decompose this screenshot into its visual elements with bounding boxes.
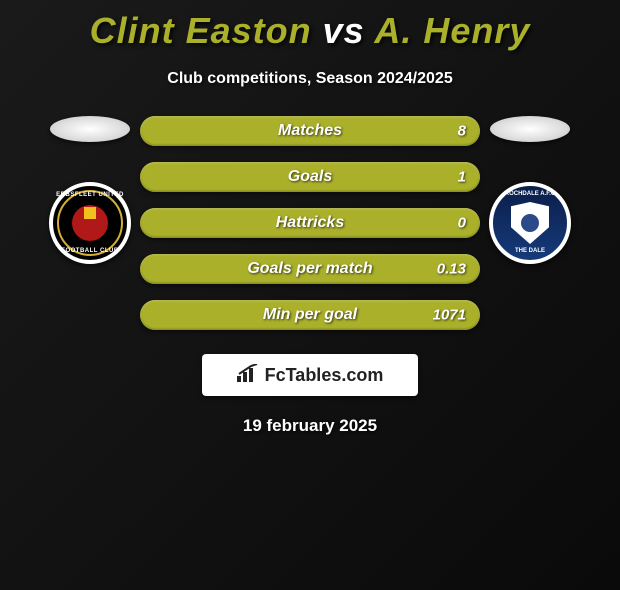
- stat-label: Matches: [140, 122, 480, 140]
- right-club-text-top: ROCHDALE A.F.C: [493, 191, 567, 197]
- stat-value: 1: [458, 169, 466, 186]
- left-player-column: EBBSFLEET UNITED FOOTBALL CLUB: [40, 116, 140, 264]
- stat-value: 8: [458, 123, 466, 140]
- left-club-text-top: EBBSFLEET UNITED: [53, 192, 127, 198]
- subtitle: Club competitions, Season 2024/2025: [0, 70, 620, 88]
- stat-bars: Matches8Goals1Hattricks0Goals per match0…: [140, 116, 480, 346]
- stat-label: Hattricks: [140, 214, 480, 232]
- stat-label: Min per goal: [140, 306, 480, 324]
- stat-label: Goals per match: [140, 260, 480, 278]
- footer-date: 19 february 2025: [0, 416, 620, 436]
- stat-label: Goals: [140, 168, 480, 186]
- stat-bar: Min per goal1071: [140, 300, 480, 330]
- watermark-text: FcTables.com: [265, 365, 384, 386]
- page-title: Clint Easton vs A. Henry: [0, 10, 620, 52]
- left-player-placeholder: [50, 116, 130, 142]
- stat-value: 1071: [433, 307, 466, 324]
- left-club-text-bottom: FOOTBALL CLUB: [53, 248, 127, 254]
- stat-bar: Goals per match0.13: [140, 254, 480, 284]
- stat-bar: Goals1: [140, 162, 480, 192]
- stat-bar: Hattricks0: [140, 208, 480, 238]
- stat-value: 0: [458, 215, 466, 232]
- stats-area: EBBSFLEET UNITED FOOTBALL CLUB Matches8 G…: [0, 116, 620, 346]
- left-club-badge: EBBSFLEET UNITED FOOTBALL CLUB: [49, 182, 131, 264]
- watermark: FcTables.com: [202, 354, 418, 396]
- watermark-chart-icon: [237, 364, 259, 387]
- stat-bar: Matches8: [140, 116, 480, 146]
- right-player-placeholder: [490, 116, 570, 142]
- right-club-badge: ROCHDALE A.F.C THE DALE: [489, 182, 571, 264]
- right-player-column: ROCHDALE A.F.C THE DALE: [480, 116, 580, 264]
- stat-value: 0.13: [437, 261, 466, 278]
- right-club-text-bottom: THE DALE: [493, 248, 567, 254]
